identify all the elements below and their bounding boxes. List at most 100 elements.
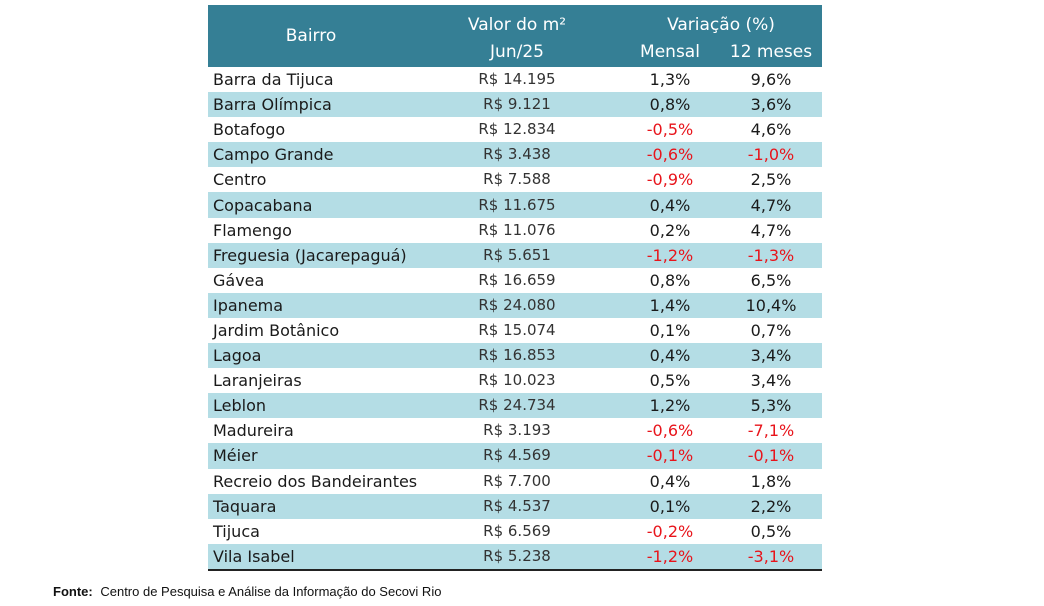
cell-bairro: Taquara	[208, 493, 414, 519]
cell-mensal: 0,8%	[620, 267, 720, 293]
cell-valor: R$ 3.438	[414, 142, 620, 168]
cell-12-meses: -0,1%	[720, 443, 822, 469]
table-row: Tijuca R$ 6.569 -0,2% 0,5%	[208, 518, 822, 544]
cell-bairro: Leblon	[208, 393, 414, 419]
cell-mensal: -0,1%	[620, 443, 720, 469]
cell-valor: R$ 14.195	[414, 67, 620, 93]
table-row: Recreio dos Bandeirantes R$ 7.700 0,4% 1,8%	[208, 468, 822, 494]
cell-12-meses: 4,6%	[720, 117, 822, 143]
cell-bairro: Méier	[208, 443, 414, 469]
cell-valor: R$ 9.121	[414, 92, 620, 118]
cell-valor: R$ 6.569	[414, 518, 620, 544]
header-variacao: Variação (%)	[620, 5, 822, 37]
cell-mensal: 1,3%	[620, 67, 720, 93]
table-row: Ipanema R$ 24.080 1,4% 10,4%	[208, 292, 822, 318]
table-row: Gávea R$ 16.659 0,8% 6,5%	[208, 267, 822, 293]
cell-valor: R$ 11.675	[414, 192, 620, 218]
table-row: Leblon R$ 24.734 1,2% 5,3%	[208, 393, 822, 419]
cell-bairro: Botafogo	[208, 117, 414, 143]
cell-bairro: Vila Isabel	[208, 543, 414, 571]
cell-12-meses: 3,4%	[720, 368, 822, 394]
cell-12-meses: 10,4%	[720, 292, 822, 318]
cell-12-meses: 0,7%	[720, 317, 822, 344]
cell-12-meses: 9,6%	[720, 67, 822, 93]
cell-12-meses: -1,0%	[720, 142, 822, 168]
cell-valor: R$ 11.076	[414, 217, 620, 243]
cell-bairro: Copacabana	[208, 192, 414, 218]
cell-mensal: 0,5%	[620, 368, 720, 394]
cell-valor: R$ 4.537	[414, 493, 620, 519]
cell-12-meses: 4,7%	[720, 217, 822, 243]
table-header: Bairro Valor do m² Variação (%) Jun/25 M…	[208, 5, 822, 67]
cell-bairro: Centro	[208, 167, 414, 193]
cell-valor: R$ 10.023	[414, 368, 620, 394]
cell-bairro: Freguesia (Jacarepaguá)	[208, 242, 414, 268]
table-row: Madureira R$ 3.193 -0,6% -7,1%	[208, 418, 822, 444]
cell-bairro: Ipanema	[208, 292, 414, 318]
table-row: Flamengo R$ 11.076 0,2% 4,7%	[208, 217, 822, 243]
table-row: Botafogo R$ 12.834 -0,5% 4,6%	[208, 117, 822, 143]
cell-mensal: -0,6%	[620, 418, 720, 444]
cell-12-meses: 0,5%	[720, 518, 822, 544]
cell-bairro: Lagoa	[208, 343, 414, 369]
cell-bairro: Tijuca	[208, 518, 414, 544]
table-row: Jardim Botânico R$ 15.074 0,1% 0,7%	[208, 317, 822, 344]
header-valor: Valor do m²	[414, 5, 620, 37]
table-row: Laranjeiras R$ 10.023 0,5% 3,4%	[208, 368, 822, 394]
cell-mensal: -1,2%	[620, 242, 720, 268]
cell-12-meses: 4,7%	[720, 192, 822, 218]
cell-mensal: 0,4%	[620, 192, 720, 218]
table-row: Barra Olímpica R$ 9.121 0,8% 3,6%	[208, 92, 822, 118]
cell-12-meses: -7,1%	[720, 418, 822, 444]
cell-valor: R$ 7.700	[414, 468, 620, 494]
price-table-container: Bairro Valor do m² Variação (%) Jun/25 M…	[208, 5, 822, 571]
table-row: Freguesia (Jacarepaguá) R$ 5.651 -1,2% -1,3…	[208, 242, 822, 268]
cell-valor: R$ 24.734	[414, 393, 620, 419]
header-valor-period: Jun/25	[414, 37, 620, 67]
cell-valor: R$ 24.080	[414, 292, 620, 318]
cell-bairro: Barra da Tijuca	[208, 67, 414, 93]
header-bairro: Bairro	[208, 5, 414, 67]
cell-12-meses: 3,6%	[720, 92, 822, 118]
cell-mensal: 0,4%	[620, 343, 720, 369]
cell-mensal: -0,5%	[620, 117, 720, 143]
table-row: Vila Isabel R$ 5.238 -1,2% -3,1%	[208, 543, 822, 571]
source-label: Fonte:	[53, 584, 93, 599]
cell-12-meses: 1,8%	[720, 468, 822, 494]
cell-mensal: 0,2%	[620, 217, 720, 243]
cell-12-meses: 3,4%	[720, 343, 822, 369]
cell-12-meses: 5,3%	[720, 393, 822, 419]
cell-bairro: Laranjeiras	[208, 368, 414, 394]
cell-valor: R$ 15.074	[414, 317, 620, 344]
cell-12-meses: -1,3%	[720, 242, 822, 268]
cell-bairro: Madureira	[208, 418, 414, 444]
cell-valor: R$ 12.834	[414, 117, 620, 143]
table-row: Copacabana R$ 11.675 0,4% 4,7%	[208, 192, 822, 218]
cell-mensal: 1,4%	[620, 292, 720, 318]
source-text: Centro de Pesquisa e Análise da Informaç…	[100, 584, 442, 599]
table-row: Taquara R$ 4.537 0,1% 2,2%	[208, 493, 822, 519]
table-body: Barra da Tijuca R$ 14.195 1,3% 9,6% Barra Ol…	[208, 67, 822, 571]
cell-mensal: 0,8%	[620, 92, 720, 118]
cell-valor: R$ 7.588	[414, 167, 620, 193]
cell-12-meses: 6,5%	[720, 267, 822, 293]
cell-mensal: 0,4%	[620, 468, 720, 494]
cell-mensal: 1,2%	[620, 393, 720, 419]
cell-valor: R$ 3.193	[414, 418, 620, 444]
cell-mensal: -1,2%	[620, 543, 720, 571]
cell-bairro: Campo Grande	[208, 142, 414, 168]
table-row: Méier R$ 4.569 -0,1% -0,1%	[208, 443, 822, 469]
cell-valor: R$ 5.238	[414, 543, 620, 571]
cell-valor: R$ 4.569	[414, 443, 620, 469]
cell-mensal: 0,1%	[620, 493, 720, 519]
table-row: Centro R$ 7.588 -0,9% 2,5%	[208, 167, 822, 193]
header-12-meses: 12 meses	[720, 37, 822, 67]
cell-bairro: Barra Olímpica	[208, 92, 414, 118]
header-mensal: Mensal	[620, 37, 720, 67]
table-row: Lagoa R$ 16.853 0,4% 3,4%	[208, 343, 822, 369]
table-row: Barra da Tijuca R$ 14.195 1,3% 9,6%	[208, 67, 822, 93]
cell-valor: R$ 16.659	[414, 267, 620, 293]
price-table: Bairro Valor do m² Variação (%) Jun/25 M…	[208, 5, 822, 571]
cell-bairro: Flamengo	[208, 217, 414, 243]
table-row: Campo Grande R$ 3.438 -0,6% -1,0%	[208, 142, 822, 168]
